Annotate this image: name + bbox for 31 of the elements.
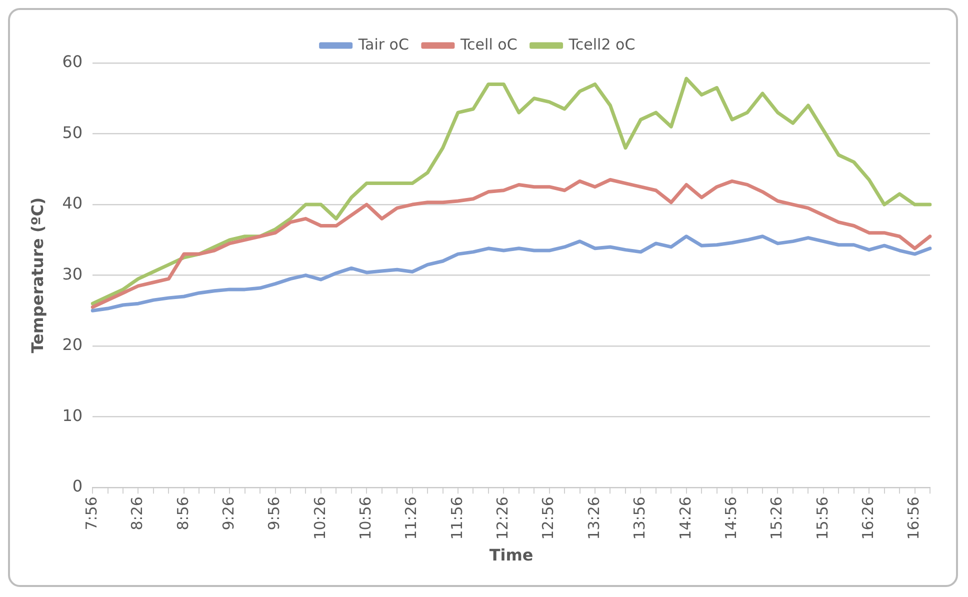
y-tick-label: 50 <box>62 122 83 142</box>
x-tick-label: 16:56 <box>904 496 923 540</box>
y-axis-title: Temperature (ºC) <box>28 197 47 354</box>
y-tick-label: 60 <box>62 52 83 72</box>
x-tick-label: 9:26 <box>219 496 238 530</box>
legend-label: Tair oC <box>357 35 409 54</box>
x-tick-label: 11:56 <box>448 496 466 540</box>
x-tick-label: 7:56 <box>82 496 100 530</box>
x-tick-label: 11:26 <box>402 496 420 540</box>
x-axis-title: Time <box>489 546 534 565</box>
x-tick-label: 14:26 <box>676 496 694 540</box>
x-tick-label: 12:56 <box>539 496 558 540</box>
x-tick-label: 14:56 <box>722 496 740 540</box>
x-tick-label: 12:26 <box>494 496 512 540</box>
x-tick-label: 13:26 <box>584 496 603 540</box>
x-tick-label: 10:26 <box>310 496 329 540</box>
y-tick-label: 0 <box>72 476 83 496</box>
y-tick-label: 30 <box>62 264 83 284</box>
y-tick-label: 40 <box>62 194 83 213</box>
x-tick-label: 13:56 <box>630 496 649 540</box>
x-tick-label: 15:26 <box>768 496 786 540</box>
y-tick-label: 10 <box>62 406 83 425</box>
legend-label: Tcell2 oC <box>568 35 636 54</box>
x-tick-label: 8:26 <box>128 496 146 530</box>
x-tick-label: 10:56 <box>356 496 375 540</box>
x-tick-label: 15:56 <box>813 496 832 540</box>
y-tick-label: 20 <box>62 335 83 354</box>
legend-label: Tcell oC <box>459 35 518 54</box>
x-tick-label: 16:26 <box>858 496 877 540</box>
x-tick-label: 8:56 <box>174 496 192 530</box>
x-tick-label: 9:56 <box>265 496 284 530</box>
